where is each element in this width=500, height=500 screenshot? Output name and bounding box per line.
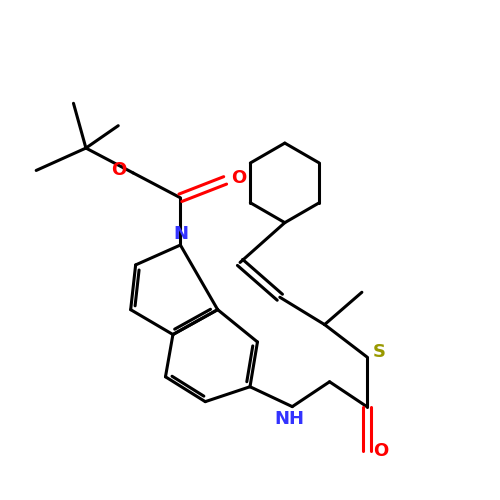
Text: NH: NH bbox=[275, 410, 305, 428]
Text: O: O bbox=[373, 442, 388, 460]
Text: N: N bbox=[173, 225, 188, 243]
Text: S: S bbox=[373, 343, 386, 361]
Text: O: O bbox=[232, 169, 246, 187]
Text: O: O bbox=[112, 162, 127, 180]
